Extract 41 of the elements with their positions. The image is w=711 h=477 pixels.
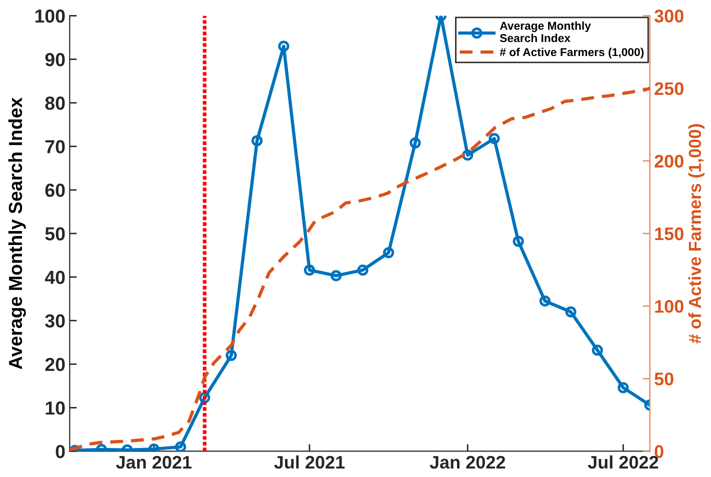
- x-tick-label: Jan 2021: [116, 456, 192, 469]
- point: [488, 132, 500, 144]
- y-axis-title: Average Monthly Search Index: [8, 97, 26, 370]
- x-tick-label: Jul 2021: [274, 455, 345, 469]
- point: [304, 264, 316, 276]
- y-tick-label: 30: [45, 314, 65, 328]
- point: [512, 236, 524, 247]
- point: [539, 295, 551, 307]
- y2-tick-label: 0: [654, 445, 664, 458]
- point: [357, 264, 368, 276]
- y2-tick-label: 50: [654, 372, 674, 386]
- y-tick-label: 20: [45, 358, 65, 372]
- point: [383, 247, 394, 258]
- y-tick-label: 0: [56, 444, 65, 458]
- point: [251, 135, 263, 146]
- legend-label: Average Monthly Search Index: [500, 21, 591, 42]
- y2-tick-label: 100: [655, 300, 684, 313]
- legend-label: # of Active Farmers (1,000): [500, 48, 644, 58]
- point: [618, 382, 629, 394]
- point: [410, 137, 421, 148]
- y2-tick-label: 150: [655, 227, 684, 240]
- y-tick-label: 100: [35, 9, 65, 23]
- point: [592, 344, 603, 356]
- y2-tick-label: 200: [654, 154, 684, 168]
- y2-tick-label: 250: [654, 82, 684, 96]
- y-tick-label: 90: [45, 52, 65, 66]
- y-tick-label: 70: [45, 140, 65, 154]
- y2-axis-title: # of Active Farmers (1,000): [688, 124, 704, 344]
- x-tick-label: Jan 2022: [430, 456, 506, 469]
- y-tick-label: 80: [45, 96, 65, 110]
- y-tick-label: 10: [46, 401, 65, 415]
- point: [565, 306, 576, 318]
- point: [175, 441, 186, 452]
- x-tick-label: Jul 2022: [588, 455, 658, 469]
- point: [226, 350, 237, 361]
- y-tick-label: 40: [44, 270, 65, 284]
- y-tick-label: 60: [45, 184, 65, 197]
- y2-tick-label: 300: [654, 10, 684, 22]
- point: [278, 40, 290, 52]
- y-tick-label: 50: [45, 227, 65, 240]
- point: [330, 270, 342, 282]
